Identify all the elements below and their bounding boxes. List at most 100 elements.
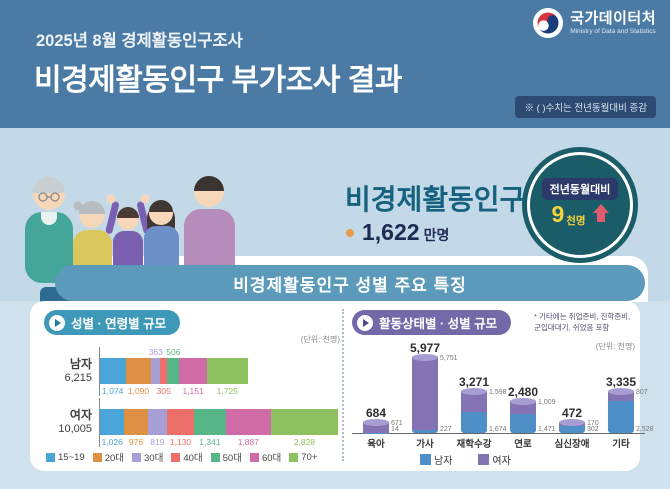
female-value-label: 1,598: [489, 389, 507, 397]
logo-org-name: 국가데이터처: [570, 10, 656, 28]
activity-category-label: 가사: [416, 439, 434, 450]
activity-bar-group: 684 671 14: [356, 406, 403, 433]
cylinder-bar: 5,751 227: [412, 354, 458, 433]
legend-swatch: [210, 452, 220, 462]
section-title-band: 비경제활동인구 성별 주요 특징: [55, 265, 645, 301]
legend-item: 30대: [132, 450, 163, 464]
legend-swatch: [289, 452, 299, 462]
logo-org-name-en: Ministry of Data and Statistics: [570, 27, 656, 35]
series-name: 여자: [69, 408, 92, 423]
change-badge-title: 전년동월대비: [541, 178, 619, 200]
female-value-label: 5,751: [440, 355, 458, 362]
male-segment: [510, 414, 536, 433]
age-legend: 15~19 20대 30대 40대 50대 60대 70+: [46, 450, 317, 464]
male-segment: [559, 425, 585, 433]
activity-bar-group: 3,335 807 2,528: [601, 374, 654, 433]
female-value-label: 170: [587, 420, 599, 428]
segment-value-label: 1,026: [101, 437, 123, 447]
bar-segment: [206, 358, 248, 384]
activity-bar-group: 5,977 5,751 227: [405, 341, 458, 433]
age-bar-row: 남자 6,215 1,074 1,090 363 305 506 1,151 1,725: [40, 347, 340, 396]
bar-segment: [167, 409, 194, 435]
legend-label: 남자: [434, 456, 453, 467]
cylinder-bar: 1,598 1,674: [461, 388, 507, 433]
section-divider: [342, 309, 344, 461]
bar-segment: [100, 358, 126, 384]
bar-segment: [124, 409, 148, 435]
bar-segment: [225, 409, 271, 435]
hero-value-number: 1,622: [362, 219, 420, 245]
legend-item: 남자: [420, 452, 452, 467]
segment-value-label: 1,130: [169, 437, 192, 447]
age-stacked-bar-chart: 남자 6,215 1,074 1,090 363 305 506 1,151 1,725 여자 10…: [40, 347, 340, 449]
legend-swatch: [92, 452, 102, 462]
activity-category-label: 재학수강: [456, 439, 492, 450]
female-value-label: 671: [391, 420, 403, 428]
bar-segment: [179, 358, 207, 384]
right-chart-header: 활동상태별 · 성별 규모: [352, 310, 512, 335]
bar-total-label: 684: [365, 406, 387, 421]
activity-bar-group: 472 170 302: [552, 406, 599, 433]
segment-value-label: 1,074: [102, 386, 124, 396]
legend-item: 40대: [171, 450, 203, 464]
activity-category-label: 기타: [612, 439, 630, 450]
legend-label: 30대: [144, 453, 164, 464]
activity-bar-group: 3,271 1,598 1,674: [454, 375, 507, 433]
hero-value: 1,622 만명: [346, 219, 449, 246]
gender-legend: 남자 여자: [420, 452, 511, 467]
bar-segment: [100, 409, 125, 435]
legend-label: 50대: [222, 453, 242, 464]
legend-item: 60대: [249, 450, 281, 464]
change-badge-value: 9 천명: [551, 203, 609, 228]
cylinder-bar: 170 302: [559, 419, 599, 433]
bar-total-label: 5,977: [409, 341, 441, 355]
left-chart-title: 성별 · 연령별 규모: [71, 317, 167, 331]
activity-category-label: 심신장애: [554, 439, 590, 450]
bar-segment: [151, 358, 161, 384]
taegeuk-icon: [533, 8, 564, 38]
bullet-dot-icon: [346, 228, 354, 237]
female-segment: [412, 357, 438, 431]
legend-item: 20대: [92, 450, 124, 464]
activity-category-label: 연로: [514, 439, 532, 450]
female-segment: [461, 391, 487, 412]
activity-category-label: 육아: [367, 439, 385, 450]
segment-value-label: 1,887: [237, 437, 259, 447]
government-logo: 국가데이터처 Ministry of Data and Statistics: [533, 8, 656, 38]
left-chart-header: 성별 · 연령별 규모: [44, 310, 181, 335]
change-unit: 천명: [566, 215, 586, 227]
legend-swatch: [420, 454, 431, 465]
survey-title: 2025년 8월 경제활동인구조사: [36, 32, 243, 50]
series-total: 10,005: [58, 423, 92, 436]
bar-segment: [270, 409, 339, 435]
segment-value-label: 305: [156, 386, 171, 396]
bar-segment: [167, 358, 180, 384]
cylinder-bar: 1,009 1,471: [510, 398, 556, 433]
legend-label: 40대: [183, 453, 203, 464]
segment-value-label: 506: [166, 347, 181, 357]
bar-total-label: 3,335: [605, 374, 637, 389]
legend-item: 여자: [478, 452, 511, 467]
age-bar-area: 1,074 1,090 363 305 506 1,151 1,725: [99, 347, 248, 396]
segment-value-label: 819: [150, 437, 165, 447]
change-badge: 전년동월대비 9 천명: [522, 147, 638, 263]
charts-panel: 성별 · 연령별 규모 (단위: 천명) 남자 6,215 1,074 1,090 36…: [30, 301, 654, 471]
series-total: 6,215: [64, 372, 92, 385]
segment-value-label: 1,725: [216, 386, 238, 396]
segment-value-label: 976: [128, 437, 144, 447]
male-value-label: 2,528: [636, 426, 654, 433]
activity-bar-group: 2,480 1,009 1,471: [503, 385, 556, 433]
bar-segment: [125, 358, 152, 384]
right-chart-title: 활동상태별 · 성별 규모: [379, 317, 498, 331]
legend-swatch: [478, 454, 490, 465]
activity-category-labels: 육아 가사 재학수강 연로 심신장애 기타: [352, 436, 645, 450]
legend-label: 20대: [104, 453, 124, 464]
hero-value-unit: 만명: [423, 227, 450, 243]
page-title: 비경제활동인구 부가조사 결과: [34, 64, 402, 97]
female-segment: [363, 422, 389, 433]
age-bar-row-label: 여자 10,005: [40, 408, 99, 437]
segment-value-label: 363: [148, 347, 163, 357]
female-segment: [510, 401, 536, 415]
activity-bar-chart: 684 671 14 5,977 5,751 227 3,271 1,598 1,674 2,48…: [352, 341, 654, 434]
